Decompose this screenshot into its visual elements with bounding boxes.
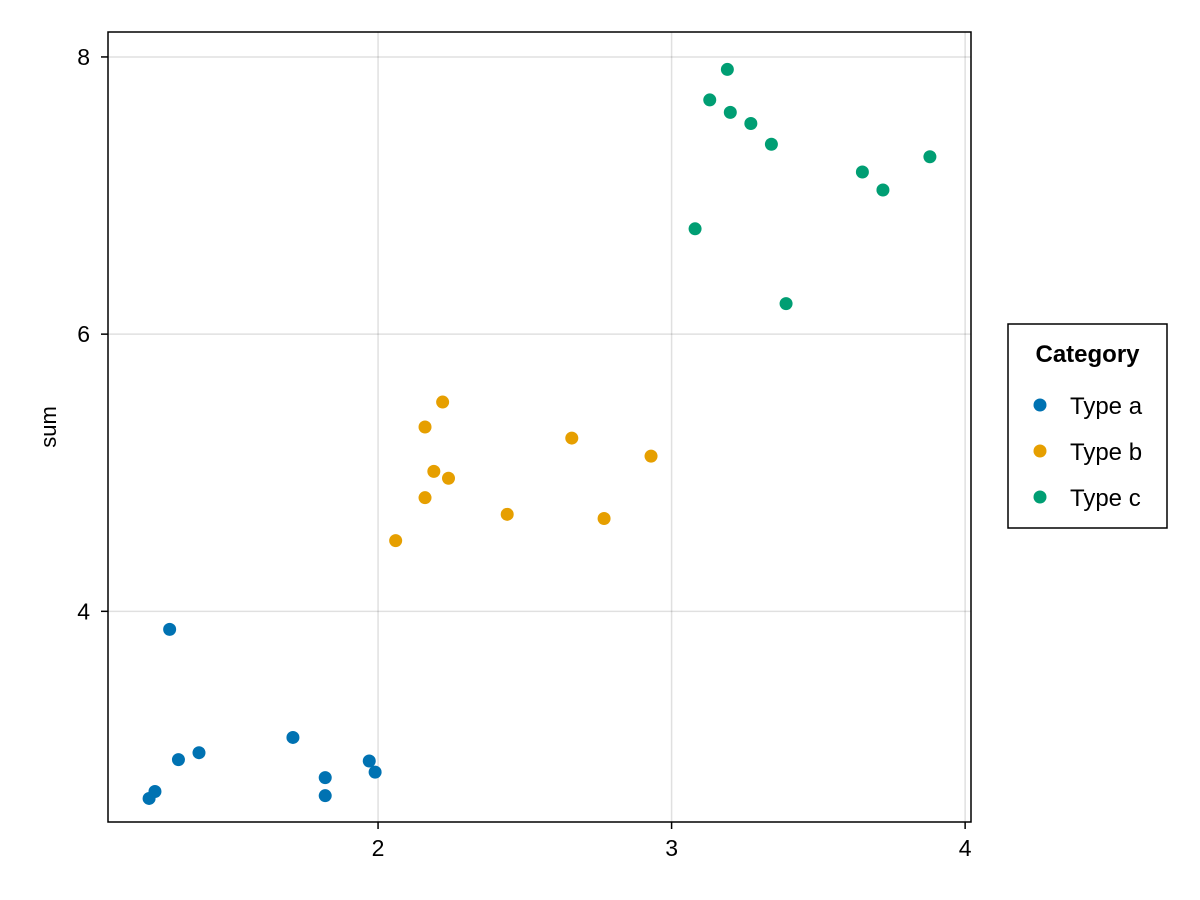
- x-tick-label: 2: [372, 835, 385, 861]
- point-type-b: [427, 464, 441, 478]
- legend-label-type-c: Type c: [1070, 485, 1141, 512]
- point-type-a: [318, 789, 332, 803]
- point-type-a: [192, 746, 206, 760]
- point-type-c: [876, 183, 890, 197]
- point-type-a: [163, 622, 177, 636]
- point-type-c: [764, 137, 778, 151]
- point-type-c: [688, 222, 702, 236]
- point-type-b: [442, 471, 456, 485]
- point-type-b: [500, 507, 514, 521]
- point-type-c: [720, 62, 734, 76]
- legend-label-type-b: Type b: [1070, 439, 1142, 466]
- point-type-a: [368, 765, 382, 779]
- grid: [108, 32, 971, 822]
- x-tick-label: 3: [665, 835, 678, 861]
- legend-items: Type a Type b Type c: [1033, 393, 1143, 512]
- plot-frame: [107, 31, 972, 823]
- legend-title: Category: [1035, 341, 1140, 368]
- point-type-a: [318, 771, 332, 785]
- legend: Category Type a Type b Type c: [1007, 323, 1168, 529]
- point-type-b: [389, 534, 403, 548]
- point-type-c: [744, 116, 758, 130]
- point-type-b: [418, 420, 432, 434]
- point-type-b: [644, 449, 658, 463]
- legend-marker-type-c: [1033, 490, 1047, 504]
- y-tick-label: 6: [77, 321, 90, 347]
- point-type-c: [779, 297, 793, 311]
- point-type-b: [565, 431, 579, 445]
- point-type-a: [362, 754, 376, 768]
- x-tick-label: 4: [959, 835, 972, 861]
- data-points: [142, 62, 937, 805]
- legend-marker-type-a: [1033, 398, 1047, 412]
- legend-label-type-a: Type a: [1070, 393, 1143, 420]
- point-type-b: [418, 491, 432, 505]
- point-type-a: [286, 730, 300, 744]
- point-type-c: [703, 93, 717, 107]
- point-type-c: [923, 150, 937, 164]
- axis-ticks: 2 3 4 4 6 8: [77, 44, 972, 861]
- point-type-b: [436, 395, 450, 409]
- point-type-c: [855, 165, 869, 179]
- point-type-a: [148, 785, 162, 799]
- point-type-c: [723, 105, 737, 119]
- legend-marker-type-b: [1033, 444, 1047, 458]
- y-tick-label: 8: [77, 44, 90, 70]
- point-type-b: [597, 511, 611, 525]
- point-type-a: [171, 753, 185, 767]
- y-axis-title: sum: [36, 406, 61, 448]
- y-tick-label: 4: [77, 598, 90, 624]
